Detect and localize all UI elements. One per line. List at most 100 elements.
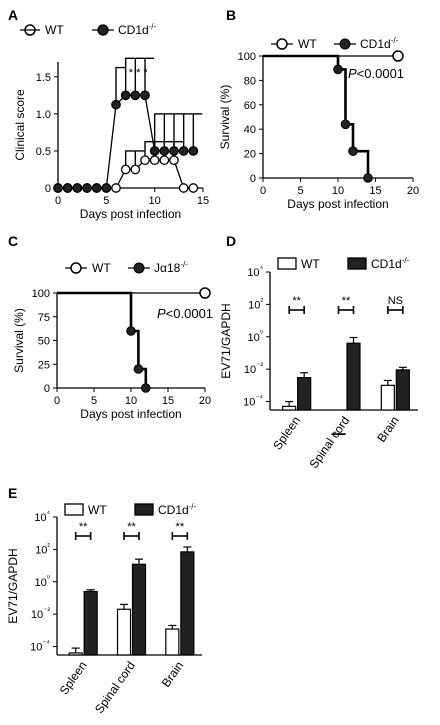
legend-label-cd1d: CD1d-/- bbox=[158, 502, 197, 517]
panel-letter-d: D bbox=[226, 233, 236, 249]
data-point-wt bbox=[199, 287, 211, 299]
legend-label-wt: WT bbox=[301, 257, 320, 271]
bar-wt bbox=[68, 652, 83, 656]
data-point-ko bbox=[363, 173, 373, 183]
data-point-wt bbox=[130, 164, 141, 175]
legend-label-wt: WT bbox=[88, 503, 107, 517]
x-tick-label: 20 bbox=[199, 395, 211, 407]
x-axis-label: Days post infection bbox=[80, 407, 181, 421]
data-point-wt bbox=[149, 155, 160, 166]
legend-swatch-wt bbox=[277, 257, 297, 270]
legend-marker-wt bbox=[276, 38, 288, 50]
data-point-ko bbox=[333, 64, 343, 75]
y-tick-label: 0 bbox=[250, 173, 256, 185]
y-tick-label: 10⁻⁴ bbox=[243, 394, 263, 409]
x-tick-label: 0 bbox=[54, 395, 60, 407]
x-tick-label: 5 bbox=[297, 185, 303, 197]
y-tick-label: 1.5 bbox=[36, 72, 51, 84]
y-tick-label: 40 bbox=[244, 124, 256, 136]
x-axis-label: Days post infection bbox=[287, 197, 388, 211]
legend-label-cd1d: CD1d-/- bbox=[371, 256, 410, 271]
legend-swatch-cd1d bbox=[134, 503, 154, 516]
bar-cd1d bbox=[131, 563, 147, 656]
y-tick-label: 10² bbox=[248, 296, 263, 311]
legend-label-wt: WT bbox=[45, 23, 64, 37]
series-line-ko bbox=[57, 291, 148, 388]
data-point-cd1d bbox=[82, 183, 92, 193]
legend-marker-ko bbox=[133, 262, 145, 274]
significance-label: NS bbox=[388, 295, 403, 307]
data-point-cd1d bbox=[62, 183, 73, 193]
bar-cd1d bbox=[346, 342, 361, 411]
y-tick-label: 100 bbox=[32, 288, 50, 300]
y-tick-label: 0 bbox=[44, 383, 50, 395]
significance-label: ** bbox=[79, 521, 88, 533]
y-tick-label: 10⁻² bbox=[244, 361, 263, 376]
y-axis-label: Survival (%) bbox=[12, 308, 26, 373]
x-tick-label: 0 bbox=[55, 195, 61, 207]
significance-label: ** bbox=[292, 295, 301, 307]
legend-marker-cd1d bbox=[97, 24, 109, 36]
y-tick-label: 10⁰ bbox=[35, 574, 50, 589]
data-point-cd1d bbox=[188, 146, 199, 156]
x-tick-label: 20 bbox=[407, 185, 419, 197]
significance-label: ** bbox=[176, 521, 185, 533]
y-tick-label: 10² bbox=[35, 541, 50, 556]
panel-letter-b: B bbox=[226, 7, 236, 23]
y-tick-label: 1.0 bbox=[36, 109, 51, 121]
data-point-ko bbox=[141, 383, 151, 393]
bar-wt bbox=[282, 405, 297, 411]
legend-swatch-wt bbox=[64, 503, 84, 516]
data-point-wt bbox=[159, 155, 170, 166]
data-point-wt bbox=[392, 50, 404, 62]
data-point-cd1d bbox=[120, 90, 131, 101]
legend-label-ko: CD1d-/- bbox=[360, 36, 399, 51]
legend-label-wt: WT bbox=[298, 37, 317, 51]
data-point-ko bbox=[348, 146, 358, 156]
y-tick-label: 25 bbox=[38, 359, 50, 371]
y-tick-label: 10⁻⁴ bbox=[30, 639, 50, 654]
panel-letter-e: E bbox=[8, 485, 17, 501]
bar-wt bbox=[165, 628, 180, 656]
x-tick-label: 0 bbox=[260, 185, 266, 197]
legend-label-wt: WT bbox=[92, 261, 111, 275]
y-axis-label: Clinical score bbox=[13, 89, 27, 161]
data-point-wt bbox=[111, 183, 121, 193]
data-point-cd1d bbox=[130, 90, 141, 101]
category-label: Spinal cord bbox=[92, 659, 138, 716]
x-tick-label: 15 bbox=[197, 195, 209, 207]
y-tick-label: 0 bbox=[45, 183, 51, 195]
bar-cd1d bbox=[297, 377, 312, 411]
bar-wt bbox=[380, 384, 395, 411]
data-point-cd1d bbox=[159, 146, 170, 156]
y-tick-label: 20 bbox=[244, 149, 256, 161]
data-point-cd1d bbox=[53, 183, 63, 193]
x-tick-label: 5 bbox=[91, 395, 97, 407]
legend-label-ko: Jα18-/- bbox=[154, 260, 188, 275]
y-tick-label: 75 bbox=[38, 312, 50, 324]
data-point-ko bbox=[126, 326, 136, 336]
significance-label: ** bbox=[127, 521, 136, 533]
data-point-wt bbox=[188, 183, 199, 193]
p-value-label: P<0.0001 bbox=[157, 306, 213, 321]
bar-cd1d bbox=[83, 590, 98, 656]
data-point-ko bbox=[133, 364, 144, 374]
bar-cd1d bbox=[180, 551, 195, 656]
y-axis-label: Survival (%) bbox=[218, 85, 232, 150]
bar-cd1d bbox=[395, 369, 410, 411]
y-tick-label: 80 bbox=[244, 75, 256, 87]
legend-marker-wt bbox=[70, 262, 82, 274]
data-point-cd1d bbox=[169, 146, 179, 156]
data-point-cd1d bbox=[111, 99, 121, 110]
y-tick-label: 60 bbox=[244, 100, 256, 112]
category-label: Spleen bbox=[270, 414, 303, 453]
x-tick-label: 10 bbox=[149, 195, 161, 207]
data-point-cd1d bbox=[91, 183, 102, 193]
panel-letter-c: C bbox=[8, 233, 18, 249]
x-tick-label: 5 bbox=[103, 195, 109, 207]
data-point-wt bbox=[120, 164, 131, 175]
data-point-cd1d bbox=[72, 183, 83, 193]
bar-wt bbox=[116, 608, 132, 656]
y-tick-label: 10⁻² bbox=[31, 606, 50, 621]
